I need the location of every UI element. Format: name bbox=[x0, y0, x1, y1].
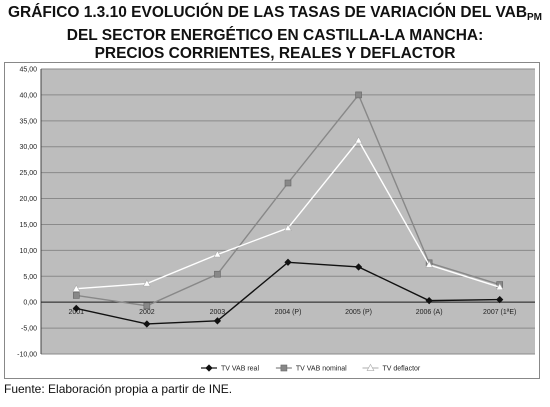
series-2-point bbox=[354, 136, 363, 144]
series-2-point bbox=[142, 279, 151, 287]
legend-marker-0 bbox=[205, 364, 213, 372]
y-tick-label: 0,00 bbox=[23, 300, 37, 307]
x-tick-label: 2007 (1ªE) bbox=[483, 309, 516, 316]
title-line-1-text: GRÁFICO 1.3.10 EVOLUCIÓN DE LAS TASAS DE… bbox=[7, 4, 528, 21]
y-tick-label: 35,00 bbox=[19, 118, 37, 125]
y-tick-label: 45,00 bbox=[19, 67, 37, 74]
legend-label-2: TV deflactor bbox=[383, 366, 421, 373]
y-tick-label: 20,00 bbox=[19, 196, 37, 203]
line-chart: -10,00 -5,00 0,00 5,00 10,00 15,00 20,00 25,00 3… bbox=[17, 67, 535, 373]
series-2-point bbox=[213, 250, 222, 258]
y-tick-label: 25,00 bbox=[19, 170, 37, 177]
series-2-point bbox=[72, 284, 81, 292]
y-tick-label: 10,00 bbox=[19, 248, 37, 255]
y-tick-label: 5,00 bbox=[23, 274, 37, 281]
plot-area bbox=[41, 69, 535, 354]
y-tick-label: 15,00 bbox=[19, 222, 37, 229]
title-subscript: PM bbox=[527, 12, 543, 23]
y-tick-label: 40,00 bbox=[19, 92, 37, 99]
y-tick-label: 30,00 bbox=[19, 144, 37, 151]
legend-label-0: TV VAB real bbox=[221, 366, 259, 373]
chart-frame: -10,00 -5,00 0,00 5,00 10,00 15,00 20,00 25,00 3… bbox=[4, 62, 540, 379]
series-0-point bbox=[143, 320, 151, 328]
x-tick-label: 2004 (P) bbox=[275, 309, 302, 316]
series-1-point bbox=[143, 302, 151, 310]
y-tick-label: -10,00 bbox=[17, 352, 37, 359]
series-0-point bbox=[213, 317, 222, 325]
series-2-point bbox=[284, 223, 292, 231]
y-tick-label: -5,00 bbox=[21, 326, 37, 333]
series-1-point bbox=[72, 292, 80, 299]
series-0-point bbox=[425, 297, 433, 305]
x-tick-label: 2003 bbox=[210, 309, 226, 316]
series-0-point bbox=[72, 304, 80, 313]
series-1-point bbox=[214, 270, 221, 278]
title-line-2: DEL SECTOR ENERGÉTICO EN CASTILLA-LA MAN… bbox=[66, 27, 484, 44]
series-0-point bbox=[496, 295, 504, 304]
x-tick-label: 2002 bbox=[139, 309, 155, 316]
series-0-point bbox=[284, 258, 292, 266]
x-tick-label: 2001 bbox=[68, 309, 84, 316]
x-tick-label: 2006 (A) bbox=[416, 309, 443, 316]
series-2-point bbox=[495, 282, 504, 291]
series-2-point bbox=[425, 260, 434, 268]
chart-title: GRÁFICO 1.3.10 EVOLUCIÓN DE LAS TASAS DE… bbox=[0, 4, 550, 63]
title-line-3: PRECIOS CORRIENTES, REALES Y DEFLACTOR bbox=[94, 45, 456, 62]
legend-marker-2 bbox=[366, 363, 375, 371]
series-1-point bbox=[284, 179, 292, 187]
title-line-1: GRÁFICO 1.3.10 EVOLUCIÓN DE LAS TASAS DE… bbox=[0, 4, 550, 27]
source-note: Fuente: Elaboración propia a partir de I… bbox=[4, 382, 233, 396]
series-1-point bbox=[355, 91, 362, 99]
legend-label-1: TV VAB nominal bbox=[296, 366, 347, 373]
series-0-point bbox=[354, 263, 363, 271]
x-tick-label: 2005 (P) bbox=[345, 309, 372, 316]
legend-marker-1 bbox=[280, 364, 288, 372]
